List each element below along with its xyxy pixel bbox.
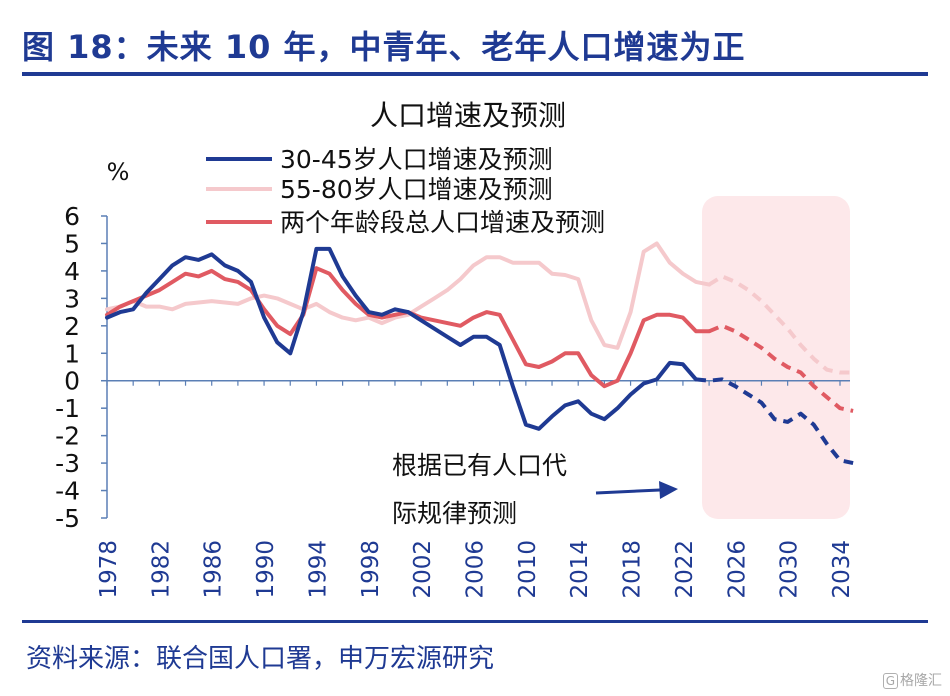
- watermark-text: 格隆汇: [900, 673, 942, 689]
- population-growth-chart: 人口增速及预测 % 30-45岁人口增速及预测55-80岁人口增速及预测两个年龄…: [55, 99, 855, 599]
- x-tick-label: 2022: [672, 540, 698, 599]
- y-tick-label: 0: [64, 367, 80, 396]
- x-tick-label: 2030: [777, 540, 803, 599]
- series-line-historical: [105, 241, 712, 350]
- annotation-arrow-shaft: [595, 488, 661, 495]
- x-tick-label: 1994: [305, 540, 331, 599]
- title-divider: [22, 72, 928, 76]
- x-tick-label: 2034: [829, 540, 855, 599]
- x-tick-label: 2014: [567, 540, 593, 599]
- legend-label: 两个年龄段总人口增速及预测: [280, 208, 605, 237]
- figure-title: 图 18：未来 10 年，中青年、老年人口增速为正: [22, 28, 746, 66]
- series-lines: [105, 241, 854, 466]
- x-tick-labels: 1978 1982 1986 1990 1994 1998 2002 2006 2010 2014…: [96, 540, 855, 599]
- x-tick-label: 1998: [358, 540, 384, 599]
- annotation-arrow-head: [659, 481, 678, 499]
- x-tick-label: 1982: [148, 540, 174, 599]
- annotation-line-1: 根据已有人口代: [392, 451, 567, 480]
- x-tick-label: 2002: [410, 540, 436, 599]
- y-tick-label: 1: [64, 339, 80, 368]
- x-tick-label: 1986: [201, 540, 227, 599]
- y-tick-label: -2: [55, 422, 80, 451]
- series-line-forecast: [708, 274, 854, 375]
- y-tick-label: 2: [64, 312, 80, 341]
- y-tick-label: 3: [64, 284, 80, 313]
- y-tick-label: -5: [55, 504, 80, 533]
- x-tick-label: 1978: [96, 540, 122, 599]
- watermark-logo-icon: G: [882, 673, 898, 689]
- forecast-annotation: 根据已有人口代 际规律预测: [392, 451, 678, 528]
- y-tick-label: -3: [55, 449, 80, 478]
- x-tick-label: 2006: [463, 540, 489, 599]
- legend-label: 55-80岁人口增速及预测: [280, 175, 553, 204]
- footer-divider: [22, 620, 928, 623]
- x-tick-label: 2010: [515, 540, 541, 599]
- x-tick-label: 1990: [253, 540, 279, 599]
- chart-title: 人口增速及预测: [370, 99, 566, 132]
- watermark: G 格隆汇: [882, 670, 942, 690]
- y-tick-label: -1: [55, 394, 80, 423]
- y-axis-unit: %: [107, 158, 130, 186]
- y-tick-label: 6: [64, 202, 80, 231]
- source-note: 资料来源：联合国人口署，申万宏源研究: [26, 644, 495, 674]
- annotation-line-2: 际规律预测: [392, 499, 517, 528]
- y-tick-label: -4: [55, 477, 80, 506]
- series-line-forecast: [708, 323, 854, 413]
- series-line-forecast: [695, 377, 854, 466]
- x-tick-label: 2026: [724, 540, 750, 599]
- y-tick-label: 5: [64, 229, 80, 258]
- series-line-historical: [105, 266, 712, 389]
- y-tick-label: 4: [64, 257, 80, 286]
- series-line-historical: [105, 246, 698, 431]
- legend-label: 30-45岁人口增速及预测: [280, 145, 553, 174]
- axes: [101, 215, 850, 519]
- x-tick-label: 2018: [620, 540, 646, 599]
